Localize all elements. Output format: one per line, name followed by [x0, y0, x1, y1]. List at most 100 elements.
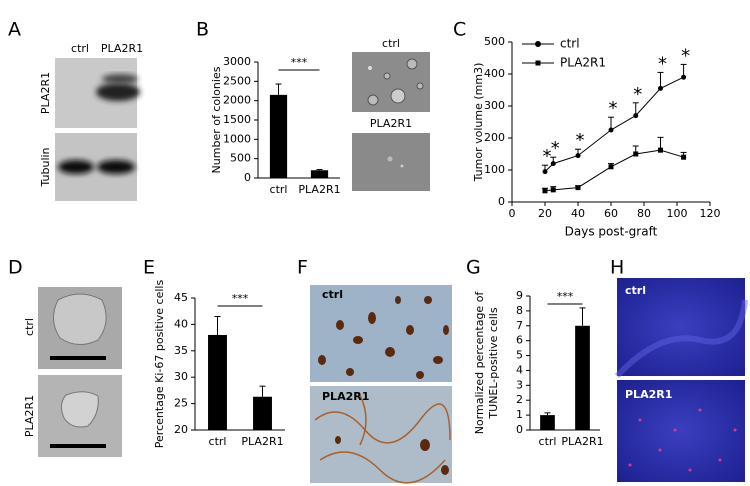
marker — [550, 161, 556, 167]
marker — [681, 154, 687, 160]
x-tick-label: 0 — [509, 207, 516, 220]
significance-label: *** — [232, 292, 249, 305]
y-axis-label: Normalized percentage of — [473, 291, 486, 435]
fluorescence-image — [614, 278, 748, 379]
column-label: ctrl — [71, 42, 89, 55]
y-axis-label: Number of colonies — [210, 66, 223, 173]
image-label: ctrl — [382, 37, 400, 50]
image-label: ctrl — [23, 318, 36, 336]
x-tick-label: ctrl — [209, 435, 227, 448]
y-tick-label: 3000 — [223, 55, 251, 68]
y-tick-label: 5 — [516, 349, 523, 362]
panel-letter: C — [453, 19, 466, 41]
image-label: PLA2R1 — [322, 390, 369, 403]
panel-letter: H — [610, 257, 624, 279]
x-axis-label: Days post-graft — [565, 225, 658, 239]
y-tick-label: 500 — [230, 152, 251, 165]
panel-letter: F — [297, 257, 308, 279]
x-tick-label: 60 — [604, 207, 618, 220]
y-tick-label: 6 — [516, 334, 523, 347]
bar — [269, 94, 288, 178]
annotation: * — [543, 146, 552, 167]
y-tick-label: 0 — [516, 423, 523, 436]
y-tick-label: 7 — [516, 319, 523, 332]
annotation: * — [681, 45, 690, 66]
annotation: * — [633, 84, 642, 105]
image-label: PLA2R1 — [370, 117, 412, 130]
y-tick-label: 500 — [484, 35, 505, 48]
bar — [208, 334, 227, 430]
y-tick-label: 30 — [174, 370, 188, 383]
annotation: * — [658, 53, 667, 74]
x-tick-label: PLA2R1 — [241, 435, 283, 448]
column-label: PLA2R1 — [101, 42, 143, 55]
y-tick-label: 2 — [516, 393, 523, 406]
y-tick-label: 45 — [174, 291, 188, 304]
colony-image — [352, 52, 430, 112]
y-tick-label: 0 — [244, 171, 251, 184]
bar — [253, 396, 272, 430]
legend-marker — [535, 60, 541, 66]
legend-label: ctrl — [560, 37, 580, 51]
marker — [633, 113, 639, 119]
y-tick-label: 8 — [516, 304, 523, 317]
y-tick-label: 300 — [484, 99, 505, 112]
x-tick-label: 100 — [667, 207, 688, 220]
marker — [542, 169, 548, 175]
x-tick-label: ctrl — [539, 435, 557, 448]
y-tick-label: 1 — [516, 408, 523, 421]
panel-letter: A — [8, 19, 21, 41]
marker — [575, 153, 581, 159]
y-tick-label: 4 — [516, 363, 523, 376]
image-label: PLA2R1 — [23, 395, 36, 437]
y-tick-label: 1500 — [223, 113, 251, 126]
marker — [681, 74, 687, 80]
x-tick-label: PLA2R1 — [298, 183, 340, 196]
histology-image — [310, 386, 452, 484]
x-tick-label: 20 — [538, 207, 552, 220]
significance-label: *** — [291, 56, 308, 69]
panel-letter: D — [8, 257, 23, 279]
panel-letter: G — [466, 257, 481, 279]
y-axis-label: Percentage Ki-67 positive cells — [153, 280, 166, 449]
tumor-image — [38, 287, 122, 369]
marker — [658, 147, 663, 153]
y-tick-label: 25 — [174, 397, 188, 410]
y-tick-label: 20 — [174, 423, 188, 436]
blot-image — [55, 58, 140, 128]
tumor-image — [38, 375, 122, 457]
y-tick-label: 3 — [516, 378, 523, 391]
y-tick-label: 2000 — [223, 94, 251, 107]
series-line — [544, 149, 684, 192]
y-tick-label: 400 — [484, 67, 505, 80]
marker — [575, 185, 581, 191]
significance-label: *** — [557, 290, 574, 303]
annotation: * — [609, 98, 618, 119]
panel-letter: E — [143, 257, 155, 279]
image-label: ctrl — [322, 288, 343, 301]
marker — [542, 188, 548, 194]
y-axis-label: TUNEL-positive cells — [487, 307, 500, 419]
colony-image — [352, 133, 430, 191]
histology-image — [310, 285, 452, 382]
y-tick-label: 35 — [174, 344, 188, 357]
annotation: * — [576, 130, 585, 151]
x-tick-label: PLA2R1 — [561, 435, 603, 448]
bar — [575, 325, 590, 430]
y-tick-label: 100 — [484, 163, 505, 176]
marker — [658, 85, 663, 91]
image-label: PLA2R1 — [625, 388, 672, 401]
row-label: Tubulin — [39, 147, 52, 187]
blot-image — [55, 133, 137, 201]
series-line — [544, 76, 684, 172]
legend-label: PLA2R1 — [560, 56, 606, 70]
bar — [310, 170, 329, 178]
panel-letter: B — [196, 19, 209, 41]
marker — [608, 164, 614, 170]
marker — [633, 151, 639, 157]
y-tick-label: 2500 — [223, 74, 251, 87]
marker — [608, 127, 614, 133]
x-tick-label: 40 — [571, 207, 585, 220]
y-tick-label: 40 — [174, 317, 188, 330]
